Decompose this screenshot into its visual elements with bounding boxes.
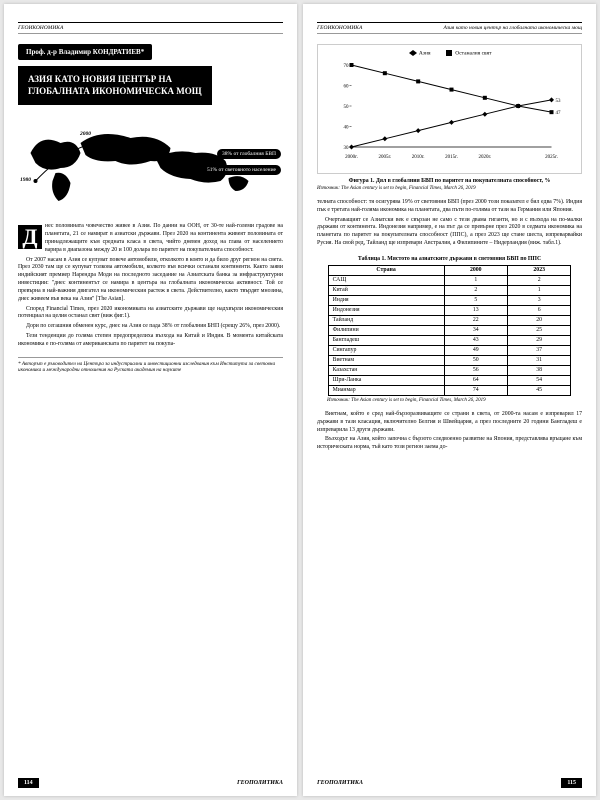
svg-text:2005г.: 2005г. <box>378 155 391 160</box>
body-text-right-2: Виетнам, който е сред най-бързоразвиващи… <box>317 411 582 454</box>
line-chart-svg: 30 40 50 60 70 2000г. 2005г. 2010г. 2015г. 2020г.… <box>322 61 577 161</box>
page-header-left: ГЕОИКОНОМИКА <box>18 22 283 34</box>
page-header-right: ГЕОИКОНОМИКА Азия като новия център на г… <box>317 22 582 34</box>
table-1-source: Източник: The Asian century is set to be… <box>327 398 582 403</box>
para: Дори по сегашния обменен курс, днес на А… <box>18 323 283 331</box>
page-left: ГЕОИКОНОМИКА Проф. д-р Владимир КОНДРАТИ… <box>4 4 297 796</box>
running-title: Азия като новия център на глобалната ико… <box>444 25 582 31</box>
page-footer-left: 114 ГЕОПОЛИТИКА <box>18 778 283 788</box>
journal-name: ГЕОПОЛИТИКА <box>317 780 363 786</box>
title-line-1: АЗИЯ КАТО НОВИЯ ЦЕНТЪР НА <box>28 74 202 86</box>
para: Очертаващият се Азиатски век е свързан н… <box>317 217 582 248</box>
title-line-2: ГЛОБАЛНАТА ИКОНОМИЧЕСКА МОЩ <box>28 86 202 98</box>
svg-text:30: 30 <box>344 146 350 151</box>
svg-text:2025г.: 2025г. <box>545 155 558 160</box>
para: От 2007 насам в Азия се купуват повече а… <box>18 257 283 304</box>
svg-text:60: 60 <box>344 85 350 90</box>
table-row: Мианмар7445 <box>328 385 571 395</box>
body-text-left: Д нес половината човечество живее в Азия… <box>18 223 283 350</box>
journal-name: ГЕОПОЛИТИКА <box>237 780 283 786</box>
author-badge: Проф. д-р Владимир КОНДРАТИЕВ* <box>18 44 152 60</box>
svg-text:50: 50 <box>344 105 350 110</box>
svg-text:2000г.: 2000г. <box>345 155 358 160</box>
legend-rest: Останалия свят <box>444 49 492 57</box>
svg-text:70: 70 <box>344 64 350 69</box>
map-year-1980: 1980 <box>20 177 31 183</box>
table-row: Китай21 <box>328 285 571 295</box>
table-row: Филипини3425 <box>328 325 571 335</box>
table-header: 2023 <box>507 265 570 275</box>
figure-1-chart: Азия Останалия свят 30 40 50 60 70 2000г. 2005… <box>317 44 582 174</box>
table-header: 2000 <box>444 265 507 275</box>
para: телната способност: тя осигурява 19% от … <box>317 199 582 215</box>
page-number: 115 <box>561 778 582 788</box>
callout-gdp: 38% от глобалния БВП <box>217 149 281 159</box>
table-1-caption: Таблица 1. Мястото на азиатските държави… <box>317 256 582 262</box>
section-label: ГЕОИКОНОМИКА <box>317 25 362 31</box>
svg-text:2015г.: 2015г. <box>445 155 458 160</box>
chart-legend: Азия Останалия свят <box>322 49 577 57</box>
table-row: САЩ12 <box>328 275 571 285</box>
table-row: Индия53 <box>328 295 571 305</box>
map-year-2025: 2025 <box>186 157 197 163</box>
para: Тези тенденции до голяма степен предопре… <box>18 333 283 349</box>
legend-asia: Азия <box>408 49 431 57</box>
table-header: Страна <box>328 265 444 275</box>
table-row: Бангладеш4329 <box>328 335 571 345</box>
svg-text:2020г.: 2020г. <box>478 155 491 160</box>
svg-text:47: 47 <box>556 111 562 116</box>
footnote: * Авторът е ръководител на Центъра за ин… <box>18 357 283 375</box>
map-year-2000: 2000 <box>80 131 91 137</box>
map-year-2018: 2018 <box>138 147 149 153</box>
page-right: ГЕОИКОНОМИКА Азия като новия център на г… <box>303 4 596 796</box>
body-text-right-1: телната способност: тя осигурява 19% от … <box>317 199 582 250</box>
map-graphic: 1980 2000 2018 2025 38% от глобалния БВП… <box>18 113 283 213</box>
table-row: Казахстан5638 <box>328 365 571 375</box>
table-row: Индонезия136 <box>328 305 571 315</box>
table-row: Сингапур4937 <box>328 345 571 355</box>
table-row: Виетнам5031 <box>328 355 571 365</box>
svg-text:40: 40 <box>344 126 350 131</box>
figure-1-caption: Фигура 1. Дял в глобалния БВП по паритет… <box>317 178 582 184</box>
callout-population: 51% от световното население <box>202 165 281 175</box>
table-1: Страна20002023САЩ12Китай21Индия53Индонез… <box>328 265 572 396</box>
dropcap: Д <box>18 225 42 249</box>
table-row: Шри-Ланка6454 <box>328 375 571 385</box>
para: Според Financial Times, през 2020 иконом… <box>18 306 283 322</box>
svg-text:2010г.: 2010г. <box>412 155 425 160</box>
para: Възходът на Азия, който започна с бързот… <box>317 436 582 452</box>
svg-text:53: 53 <box>556 99 562 104</box>
table-row: Тайланд2220 <box>328 315 571 325</box>
figure-1-source: Източник: The Asian century is set to be… <box>317 186 582 191</box>
para: Виетнам, който е сред най-бързоразвиващи… <box>317 411 582 434</box>
world-map-svg <box>18 113 283 213</box>
section-label: ГЕОИКОНОМИКА <box>18 25 63 31</box>
page-number: 114 <box>18 778 39 788</box>
page-footer-right: ГЕОПОЛИТИКА 115 <box>317 778 582 788</box>
article-title: АЗИЯ КАТО НОВИЯ ЦЕНТЪР НА ГЛОБАЛНАТА ИКО… <box>18 66 212 105</box>
para: нес половината човечество живее в Азия. … <box>18 223 283 254</box>
